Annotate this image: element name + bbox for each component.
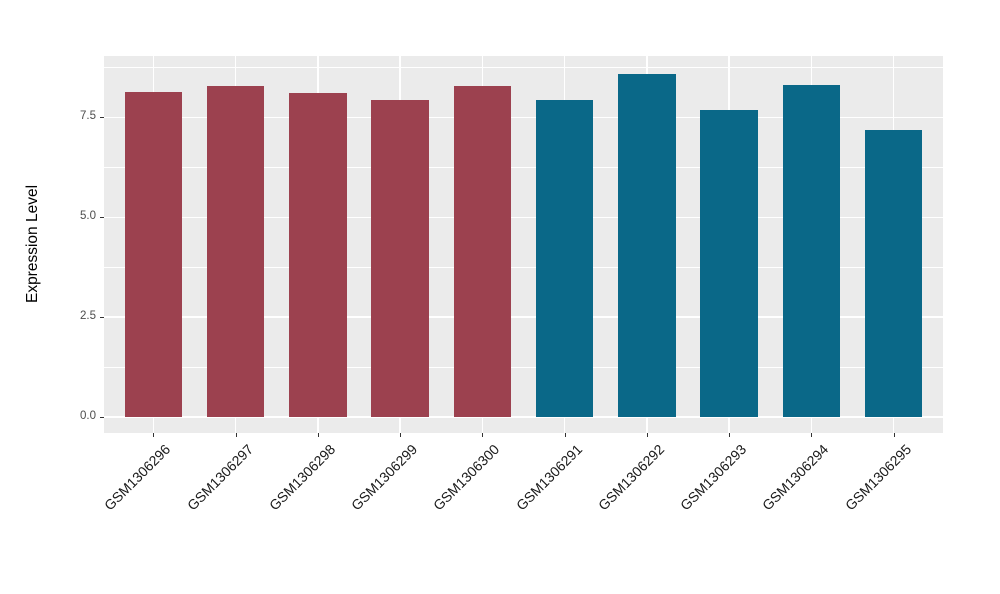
x-tick-label: GSM1306291 <box>512 441 585 514</box>
bar <box>782 85 841 417</box>
x-tick <box>235 433 237 437</box>
plot-panel <box>104 56 943 433</box>
bar <box>618 73 676 417</box>
x-tick-label: GSM1306293 <box>677 441 750 514</box>
x-tick <box>400 433 402 437</box>
x-tick-label: GSM1306292 <box>594 441 668 514</box>
x-tick <box>646 433 648 437</box>
y-tick <box>100 317 104 319</box>
y-tick <box>100 117 104 119</box>
x-tick <box>153 433 155 437</box>
y-tick <box>100 417 104 418</box>
x-tick <box>811 433 813 437</box>
bar <box>535 99 594 417</box>
gridline-minor <box>104 267 943 268</box>
y-tick-label: 5.0 <box>80 209 96 222</box>
gridline-major <box>104 316 943 318</box>
x-tick-label: GSM1306300 <box>430 441 503 514</box>
y-tick <box>100 217 104 219</box>
gridline-minor <box>104 167 943 169</box>
y-axis-title: Expression Level <box>24 184 41 304</box>
y-tick-label: 0.0 <box>80 409 96 422</box>
x-tick <box>317 433 319 437</box>
bar <box>124 91 183 417</box>
gridline-minor <box>104 367 943 368</box>
x-tick-label: GSM1306296 <box>101 441 174 514</box>
x-tick <box>482 433 484 437</box>
bar <box>371 99 429 417</box>
x-tick-label: GSM1306299 <box>348 441 421 514</box>
x-tick-label: GSM1306295 <box>841 441 914 514</box>
x-tick-label: GSM1306298 <box>265 441 339 514</box>
gridline-major <box>104 216 943 218</box>
gridline-major <box>104 416 943 418</box>
bar <box>700 110 758 417</box>
bar <box>453 85 512 417</box>
x-tick <box>729 433 731 437</box>
x-tick-label: GSM1306294 <box>759 441 832 514</box>
bar <box>289 93 347 417</box>
y-tick-label: 7.5 <box>80 109 96 122</box>
x-tick <box>893 433 895 437</box>
bar <box>864 130 923 417</box>
x-tick <box>564 433 566 437</box>
gridline-major <box>104 116 943 119</box>
x-tick-label: GSM1306297 <box>183 441 256 514</box>
y-tick-label: 2.5 <box>80 309 96 322</box>
bar-chart-figure: Expression Level GSM1306296 GSM1306297 GSM… <box>24 56 943 514</box>
gridline-minor <box>104 67 943 69</box>
bar <box>206 85 265 417</box>
